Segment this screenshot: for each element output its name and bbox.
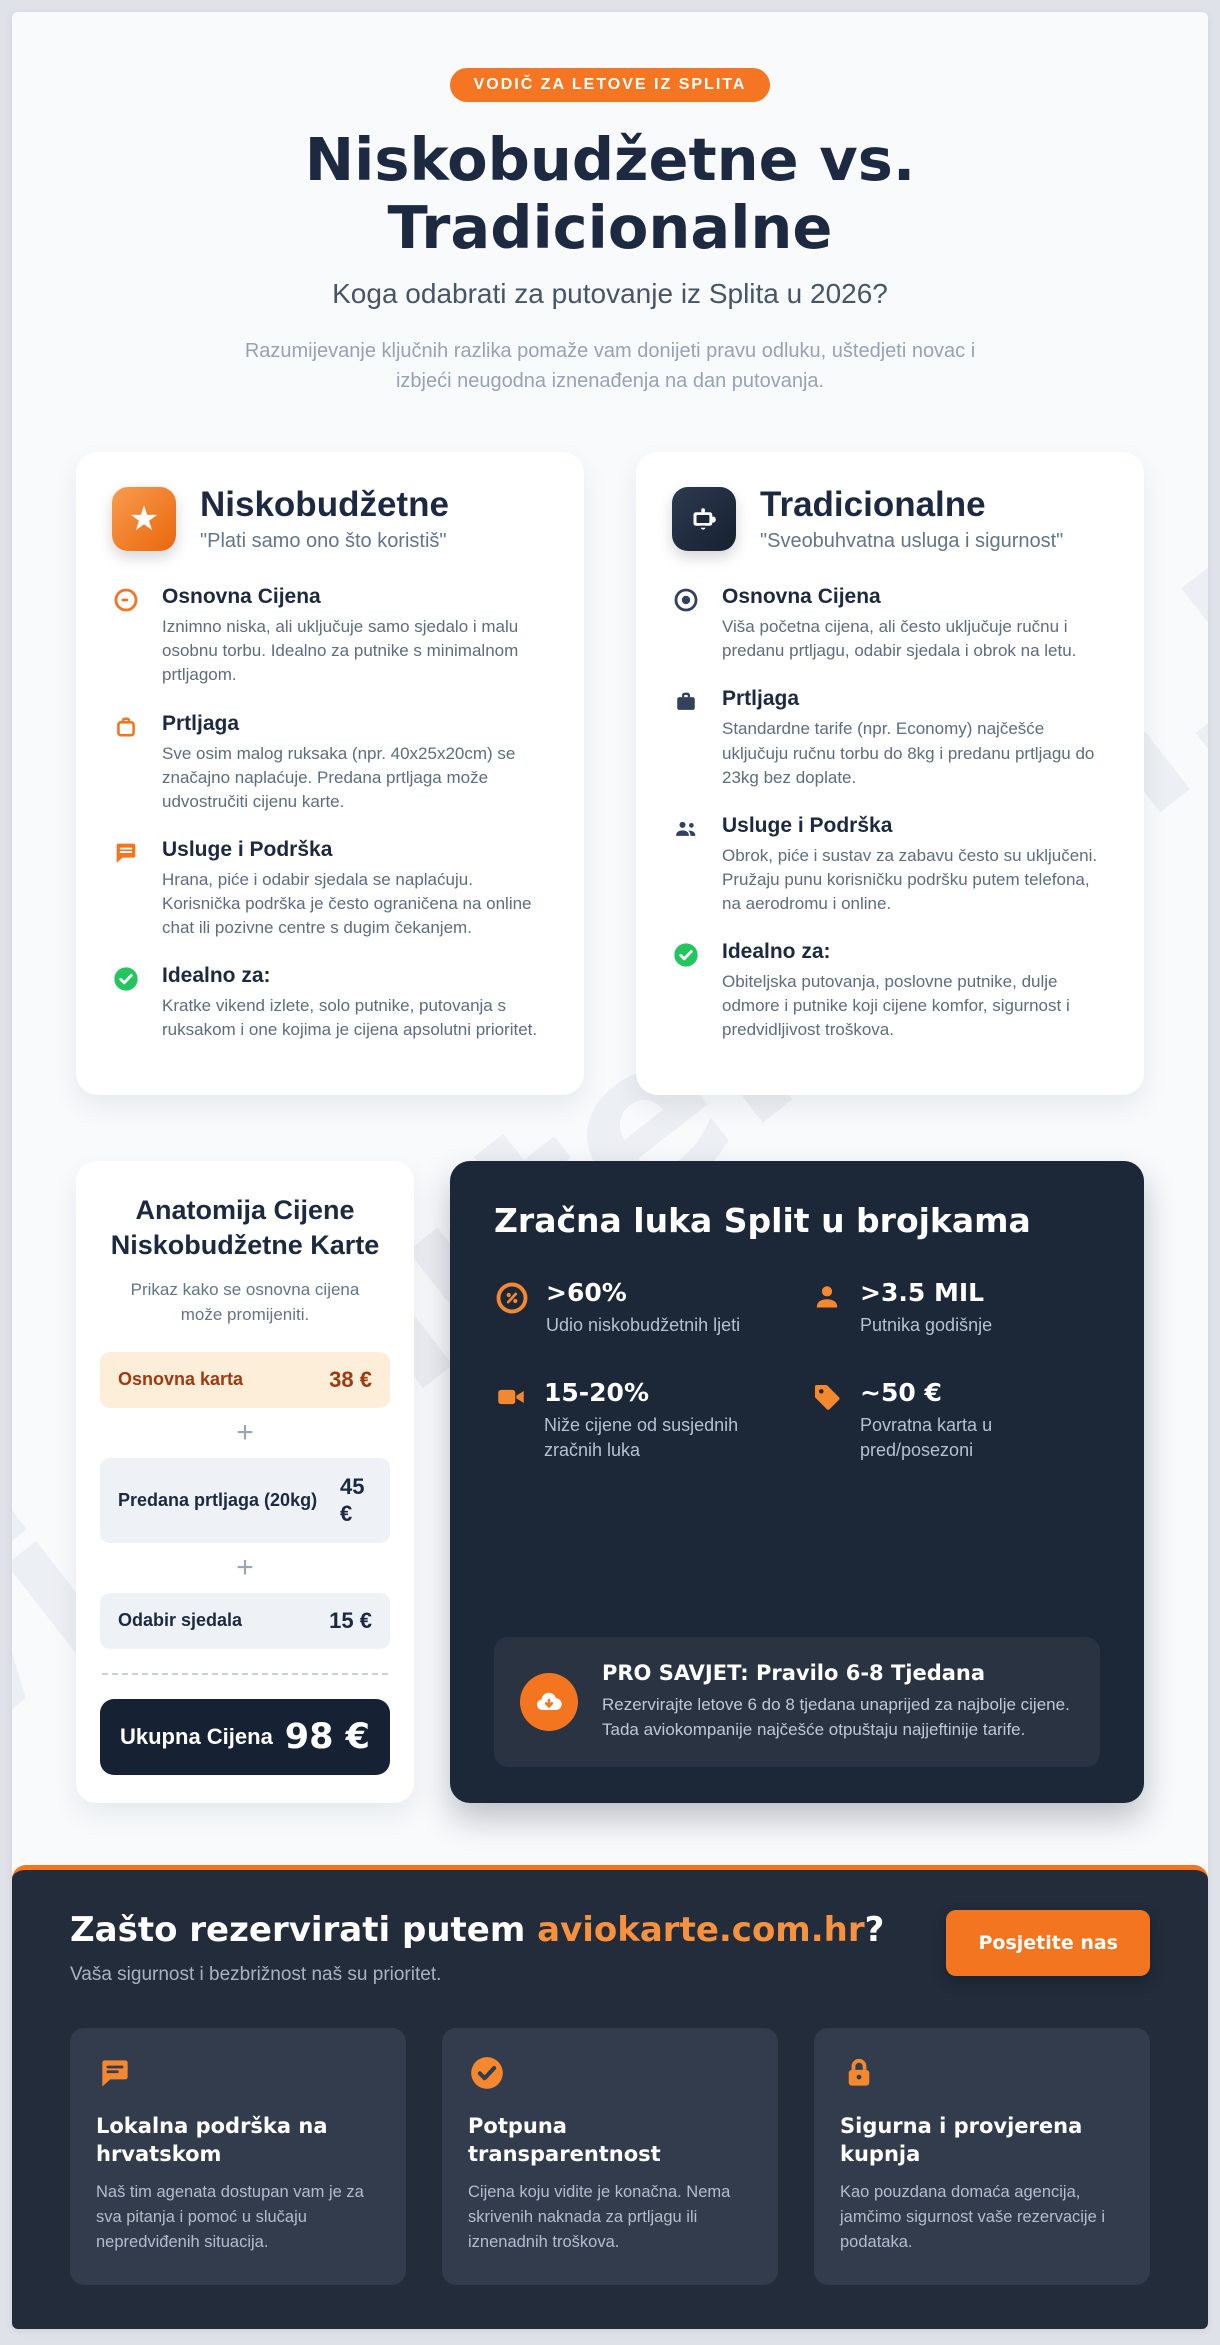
list-item: Idealno za: Obiteljska putovanja, poslov… <box>672 940 1108 1042</box>
percent-circle-icon <box>494 1278 530 1321</box>
briefcase-icon <box>672 687 702 789</box>
anatomy-subtitle: Prikaz kako se osnovna cijena može promi… <box>130 1279 360 1325</box>
people-icon <box>672 814 702 916</box>
check-icon <box>672 940 702 1042</box>
coin-icon <box>112 585 142 687</box>
page-subtitle: Koga odabrati za putovanje iz Splita u 2… <box>332 277 888 309</box>
guide-badge: VODIČ ZA LETOVE IZ SPLITA <box>449 68 771 102</box>
visit-us-button[interactable]: Posjetite nas <box>946 1909 1150 1976</box>
price-row-base: Osnovna karta 38 € <box>100 1351 390 1408</box>
luggage-icon <box>112 712 142 814</box>
list-item: Idealno za: Kratke vikend izlete, solo p… <box>112 964 548 1042</box>
footer-card-transparency: Potpuna transparentnost Cijena koju vidi… <box>442 2027 778 2285</box>
person-icon <box>810 1278 844 1319</box>
footer-title: Zašto rezervirati putem aviokarte.com.hr… <box>70 1909 885 1950</box>
list-item: Prtljaga Sve osim malog ruksaka (npr. 40… <box>112 712 548 814</box>
site-footer: Zašto rezervirati putem aviokarte.com.hr… <box>12 1864 1208 2329</box>
brand-link[interactable]: aviokarte.com.hr <box>537 1909 865 1950</box>
price-row-seat: Odabir sjedala 15 € <box>100 1592 390 1649</box>
traditional-card-title: Tradicionalne <box>760 484 986 524</box>
airport-stats-card: Zračna luka Split u brojkama >60% Udio n… <box>450 1160 1144 1803</box>
footer-card-security: Sigurna i provjerena kupnja Kao pouzdana… <box>814 2027 1150 2285</box>
plus-separator: + <box>236 1415 254 1449</box>
dashed-divider <box>102 1672 388 1675</box>
anatomy-title: Anatomija Cijene Niskobudžetne Karte <box>110 1194 380 1260</box>
pro-tip-text: Rezervirajte letove 6 do 8 tjedana unapr… <box>602 1695 1070 1740</box>
stat-return-ticket: ~50 € Povratna karta u pred/posezoni <box>810 1378 1100 1463</box>
stat-cheaper-prices: 15-20% Niže cijene od susjednih zračnih … <box>494 1378 784 1463</box>
budget-card-title: Niskobudžetne <box>200 484 449 524</box>
footer-cards: Lokalna podrška na hrvatskom Naš tim age… <box>70 2027 1150 2285</box>
cloud-download-icon <box>520 1673 578 1732</box>
stats-title: Zračna luka Split u brojkama <box>494 1200 1031 1240</box>
budget-card-header: ★ Niskobudžetne "Plati samo ono što kori… <box>112 484 548 554</box>
traditional-card: Tradicionalne "Sveobuhvatna usluga i sig… <box>636 451 1144 1095</box>
details-section: Anatomija Cijene Niskobudžetne Karte Pri… <box>76 1160 1144 1803</box>
plane-service-icon <box>672 487 736 552</box>
footer-header: Zašto rezervirati putem aviokarte.com.hr… <box>70 1909 1150 1986</box>
page: aviokarte.com.hr VODIČ ZA LETOVE IZ SPLI… <box>12 12 1208 2329</box>
lock-icon <box>840 2054 1124 2092</box>
star-icon: ★ <box>112 487 176 552</box>
list-item: Osnovna Cijena Viša početna cijena, ali … <box>672 585 1108 663</box>
price-anatomy-card: Anatomija Cijene Niskobudžetne Karte Pri… <box>76 1160 414 1803</box>
target-icon <box>672 585 702 663</box>
stats-grid: >60% Udio niskobudžetnih ljeti >3.5 MIL … <box>494 1278 1100 1464</box>
traditional-card-header: Tradicionalne "Sveobuhvatna usluga i sig… <box>672 484 1108 554</box>
price-row-baggage: Predana prtljaga (20kg) 45 € <box>100 1457 390 1543</box>
traditional-card-tagline: "Sveobuhvatna usluga i sigurnost" <box>760 530 1064 553</box>
plus-separator: + <box>236 1550 254 1584</box>
list-item: Usluge i Podrška Hrana, piće i odabir sj… <box>112 838 548 940</box>
check-icon <box>112 964 142 1042</box>
main-content: VODIČ ZA LETOVE IZ SPLITA Niskobudžetne … <box>12 12 1208 1803</box>
list-item: Prtljaga Standardne tarife (npr. Economy… <box>672 687 1108 789</box>
comparison-section: ★ Niskobudžetne "Plati samo ono što kori… <box>76 451 1144 1095</box>
stat-passengers: >3.5 MIL Putnika godišnje <box>810 1278 1100 1338</box>
budget-card: ★ Niskobudžetne "Plati samo ono što kori… <box>76 451 584 1095</box>
list-item: Osnovna Cijena Iznimno niska, ali uključ… <box>112 585 548 687</box>
tag-icon <box>810 1378 844 1419</box>
chat-icon <box>96 2054 380 2092</box>
page-description: Razumijevanje ključnih razlika pomaže va… <box>244 339 976 392</box>
check-icon <box>468 2054 752 2092</box>
pro-tip-box: PRO SAVJET: Pravilo 6-8 Tjedana Rezervir… <box>494 1637 1100 1767</box>
page-title: Niskobudžetne vs. Tradicionalne <box>304 125 916 262</box>
videocam-icon <box>494 1378 528 1419</box>
total-price-row: Ukupna Cijena 98 € <box>100 1698 390 1775</box>
footer-card-support: Lokalna podrška na hrvatskom Naš tim age… <box>70 2027 406 2285</box>
chat-icon <box>112 838 142 940</box>
list-item: Usluge i Podrška Obrok, piće i sustav za… <box>672 814 1108 916</box>
pro-tip-title: PRO SAVJET: Pravilo 6-8 Tjedana <box>602 1661 986 1686</box>
stat-lowcost-share: >60% Udio niskobudžetnih ljeti <box>494 1278 784 1338</box>
budget-card-tagline: "Plati samo ono što koristiš" <box>200 530 447 553</box>
footer-subtitle: Vaša sigurnost i bezbrižnost naš su prio… <box>70 1963 442 1985</box>
